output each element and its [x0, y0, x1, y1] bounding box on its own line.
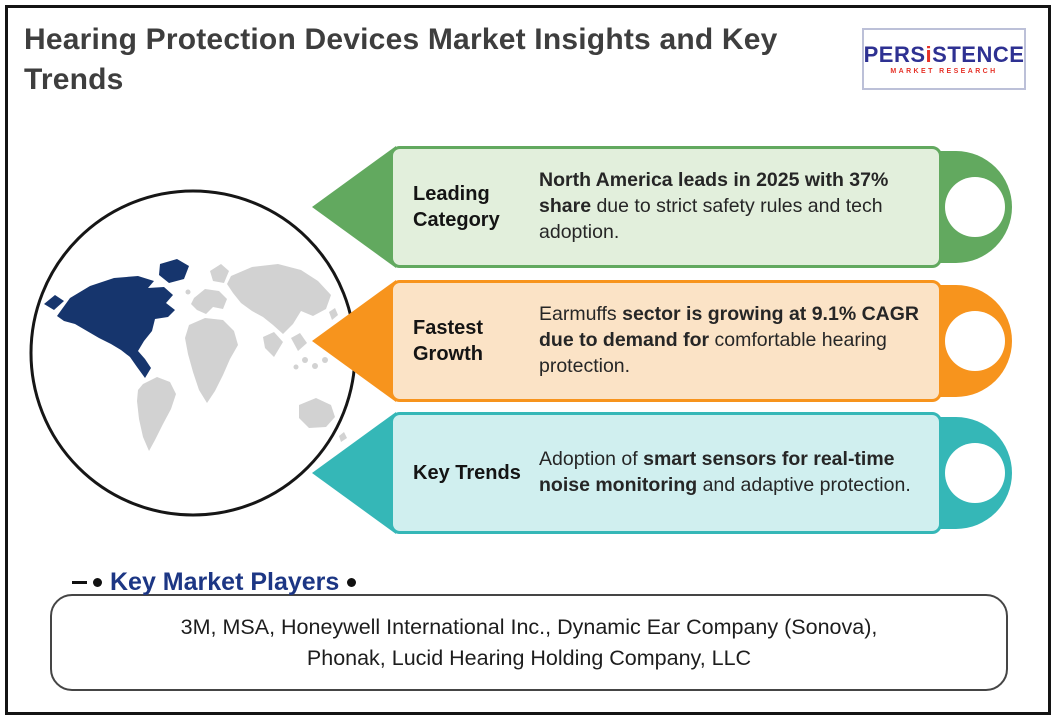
map-land: [137, 264, 347, 451]
arrow-left-icon: [312, 280, 396, 402]
banner-label: Key Trends: [413, 462, 521, 484]
arrow-left-icon: [312, 412, 396, 534]
banner-body: Leading Category North America leads in …: [390, 146, 942, 268]
banner-leading-category: Leading Category North America leads in …: [312, 146, 1012, 268]
banner-body: Fastest Growth Earmuffs sector is growin…: [390, 280, 942, 402]
banner-end-circle: [945, 311, 1005, 371]
arrow-left-icon: [312, 146, 396, 268]
brand-tagline: MARKET RESEARCH: [890, 67, 998, 75]
brand-name-i: i: [925, 41, 933, 67]
bullet-dot-icon: [347, 578, 357, 587]
page-title: Hearing Protection Devices Market Insigh…: [24, 23, 778, 96]
banner-body: Key Trends Adoption of smart sensors for…: [390, 412, 942, 534]
banner-label: Leading Category: [413, 183, 500, 231]
map-highlight-north-america: [44, 259, 189, 378]
banner-key-trends: Key Trends Adoption of smart sensors for…: [312, 412, 1012, 534]
world-map-circle: [26, 186, 360, 520]
company-list: 3M, MSA, Honeywell International Inc., D…: [180, 614, 878, 670]
banner-description: Earmuffs sector is growing at 9.1% CAGR …: [539, 303, 919, 377]
bullet-dot-icon: [93, 578, 102, 587]
players-heading-text: Key Market Players: [110, 568, 340, 596]
banner-end-circle: [945, 177, 1005, 237]
heading-line: [72, 581, 87, 584]
banner-description: Adoption of smart sensors for real-time …: [539, 448, 911, 496]
key-market-players-heading: Key Market Players: [72, 568, 357, 596]
brand-logo: PERSiSTENCE MARKET RESEARCH: [862, 28, 1026, 90]
brand-name-post: STENCE: [932, 41, 1025, 67]
banner-label: Fastest Growth: [413, 317, 484, 365]
banner-end-circle: [945, 443, 1005, 503]
brand-name-pre: PERS: [863, 41, 926, 67]
brand-name: PERSiSTENCE: [863, 41, 1025, 67]
key-market-players-box: 3M, MSA, Honeywell International Inc., D…: [50, 594, 1008, 691]
world-map: [29, 189, 357, 517]
banner-description: North America leads in 2025 with 37% sha…: [539, 169, 889, 243]
banner-fastest-growth: Fastest Growth Earmuffs sector is growin…: [312, 280, 1012, 402]
